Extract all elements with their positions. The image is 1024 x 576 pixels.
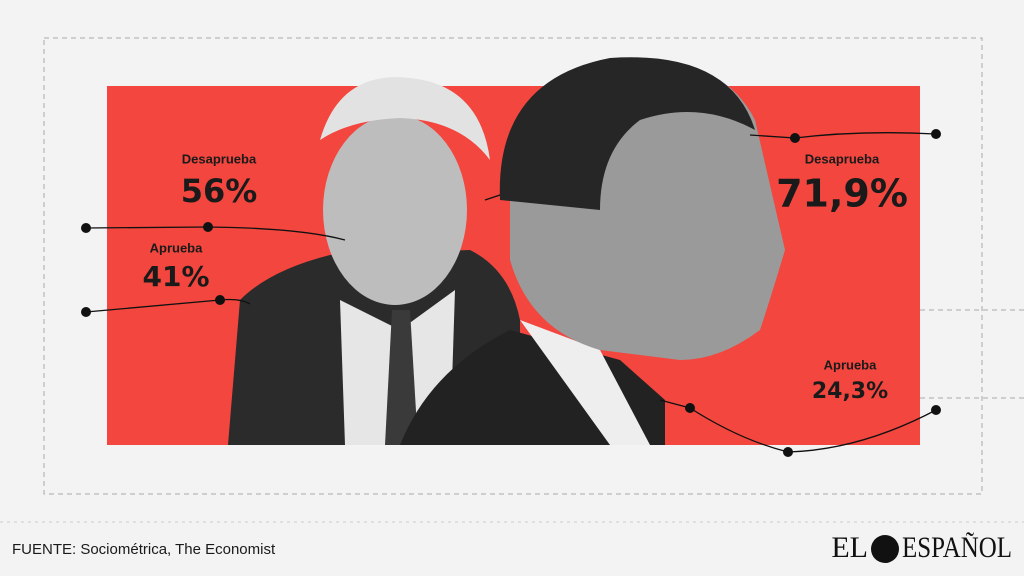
source: FUENTE: Sociométrica, The Economist [12,541,276,558]
right-approve-value: 24,3% [812,379,888,404]
logo-emblem [871,535,899,563]
connector-dots [81,129,941,457]
left-approve-value: 41% [142,260,209,293]
right-disapprove-value: 71,9% [776,172,908,216]
right-portrait [400,57,785,445]
logo: EL ESPAÑOL [831,531,1012,564]
right-approve-label: Aprueba [824,357,878,372]
left-disapprove-label: Desaprueba [182,151,257,166]
logo-right: ESPAÑOL [902,531,1012,564]
logo-left: EL [831,531,868,564]
right-disapprove-label: Desaprueba [805,151,880,166]
dashed-frame [43,37,983,495]
left-disapprove-value: 56% [181,172,258,210]
left-approve-label: Aprueba [150,240,204,255]
